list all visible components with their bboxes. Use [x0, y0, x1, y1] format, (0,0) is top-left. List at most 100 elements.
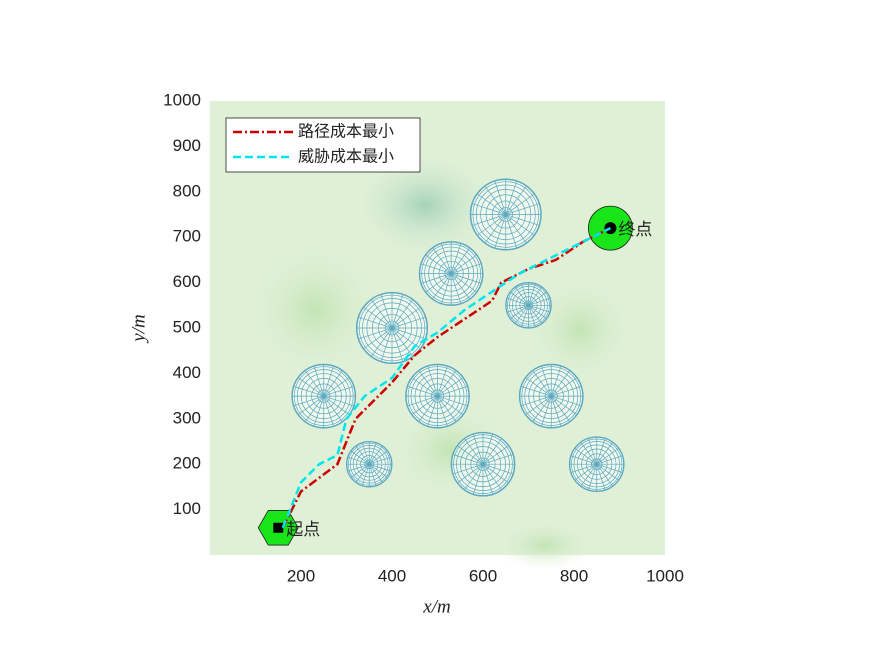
- y-tick-label: 600: [173, 272, 201, 291]
- series-line: [281, 227, 611, 529]
- obstacle-mesh-spoke: [514, 305, 529, 324]
- obstacle-mesh-spoke: [323, 395, 350, 416]
- y-tick-label: 400: [173, 363, 201, 382]
- obstacle-mesh-spoke: [550, 395, 562, 427]
- obstacle-mesh-spoke: [437, 395, 448, 427]
- obstacle-mesh-spoke: [452, 463, 484, 475]
- obstacle-mesh-spoke: [368, 442, 377, 465]
- obstacle-mesh-spoke: [471, 203, 506, 215]
- obstacle-mesh-spoke: [450, 273, 478, 293]
- obstacle-mesh-spoke: [391, 327, 426, 340]
- obstacle-mesh-spoke: [574, 463, 597, 481]
- obstacle-mesh-spoke: [505, 203, 540, 215]
- obstacle-mesh-spoke: [427, 395, 438, 427]
- obstacle-mesh-spoke: [484, 214, 507, 244]
- obstacle-mesh-spoke: [450, 273, 471, 300]
- obstacle-mesh-spoke: [432, 247, 452, 274]
- obstacle-mesh-spoke: [370, 299, 393, 329]
- obstacle-mesh-spoke: [596, 455, 623, 465]
- obstacle-mesh-spoke: [550, 365, 562, 397]
- obstacle-mesh-spoke: [525, 395, 552, 416]
- obstacle: [405, 363, 470, 429]
- obstacle-mesh-spoke: [391, 299, 414, 329]
- obstacle-mesh-spoke: [432, 273, 452, 300]
- obstacle-mesh-spoke: [407, 385, 438, 397]
- obstacle-mesh-spoke: [450, 254, 478, 274]
- obstacle-mesh-spoke: [425, 273, 452, 293]
- obstacle-mesh-spoke: [528, 286, 543, 306]
- obstacle-mesh-spoke: [482, 445, 509, 465]
- obstacle-mesh-spoke: [293, 395, 324, 407]
- obstacle-mesh-spoke: [528, 305, 543, 324]
- obstacle-mesh-spoke: [463, 463, 484, 491]
- x-axis-label: x/m: [422, 596, 450, 617]
- obstacle-mesh-spoke: [482, 464, 494, 495]
- obstacle-mesh-spoke: [528, 304, 551, 313]
- obstacle-mesh-spoke: [407, 395, 438, 407]
- obstacle-mesh-spoke: [411, 395, 438, 416]
- obstacle-mesh-spoke: [472, 433, 484, 465]
- obstacle-mesh-spoke: [587, 464, 598, 491]
- obstacle-mesh-spoke: [482, 454, 514, 465]
- obstacle-mesh-spoke: [506, 304, 529, 313]
- obstacle-mesh-spoke: [347, 463, 370, 472]
- obstacle-mesh-spoke: [369, 463, 388, 478]
- obstacle-mesh-spoke: [323, 395, 343, 423]
- obstacle-mesh-spoke: [437, 395, 464, 416]
- obstacle-mesh-spoke: [471, 214, 506, 226]
- obstacle-mesh-spoke: [596, 463, 614, 487]
- x-tick-label: 600: [469, 566, 497, 585]
- obstacle-mesh-spoke: [550, 370, 571, 397]
- obstacle-mesh-spoke: [580, 463, 598, 487]
- obstacle-mesh-spoke: [551, 395, 582, 407]
- obstacle-mesh-spoke: [525, 377, 552, 397]
- obstacle-mesh-spoke: [355, 445, 370, 465]
- obstacle-mesh-spoke: [363, 327, 393, 350]
- obstacle-mesh-spoke: [304, 395, 325, 423]
- obstacle-mesh-spoke: [440, 273, 452, 304]
- obstacle-mesh-spoke: [457, 463, 484, 484]
- obstacle-mesh-spoke: [358, 316, 393, 329]
- obstacle-mesh-spoke: [391, 316, 426, 329]
- obstacle-mesh-spoke: [437, 395, 457, 423]
- obstacle-mesh-spoke: [363, 306, 393, 329]
- plot-background: [210, 101, 665, 570]
- obstacle-mesh-spoke: [505, 214, 535, 236]
- y-axis-label: y/m: [128, 314, 149, 343]
- y-tick-label: 200: [173, 454, 201, 473]
- y-tick-label: 500: [173, 317, 201, 336]
- obstacle-mesh-spoke: [550, 395, 571, 423]
- obstacle: [418, 241, 484, 306]
- obstacle: [346, 440, 393, 488]
- obstacle-mesh-spoke: [369, 463, 391, 472]
- obstacle-mesh-spoke: [596, 441, 614, 465]
- obstacle: [505, 282, 552, 329]
- obstacle-mesh-spoke: [506, 297, 529, 306]
- obstacle-mesh-spoke: [323, 395, 355, 407]
- obstacle-mesh-spoke: [391, 327, 414, 357]
- obstacle-mesh-spoke: [482, 463, 514, 475]
- obstacle-mesh-spoke: [437, 385, 468, 397]
- obstacle-mesh-spoke: [323, 365, 334, 397]
- y-tick-label: 100: [173, 499, 201, 518]
- obstacle-mesh-spoke: [541, 395, 552, 427]
- obstacle-mesh-spoke: [520, 385, 552, 397]
- obstacle-mesh-spoke: [304, 370, 325, 397]
- obstacle: [568, 436, 625, 493]
- obstacle-mesh-spoke: [528, 291, 548, 306]
- obstacle-mesh-spoke: [437, 377, 464, 397]
- obstacle-mesh-spoke: [482, 433, 494, 465]
- start-point: [273, 522, 284, 533]
- obstacle-mesh-spoke: [463, 438, 484, 465]
- obstacle-mesh-spoke: [528, 297, 551, 306]
- obstacle-mesh-spoke: [425, 254, 452, 274]
- x-tick-label: 800: [560, 566, 588, 585]
- obstacle-mesh-spoke: [476, 193, 506, 215]
- obstacle-mesh-spoke: [532, 370, 552, 397]
- obstacle-mesh-spoke: [509, 291, 529, 306]
- obstacle-mesh-spoke: [520, 395, 552, 407]
- obstacle-mesh-spoke: [418, 370, 438, 397]
- obstacle: [356, 292, 428, 364]
- obstacle-mesh-spoke: [551, 395, 578, 416]
